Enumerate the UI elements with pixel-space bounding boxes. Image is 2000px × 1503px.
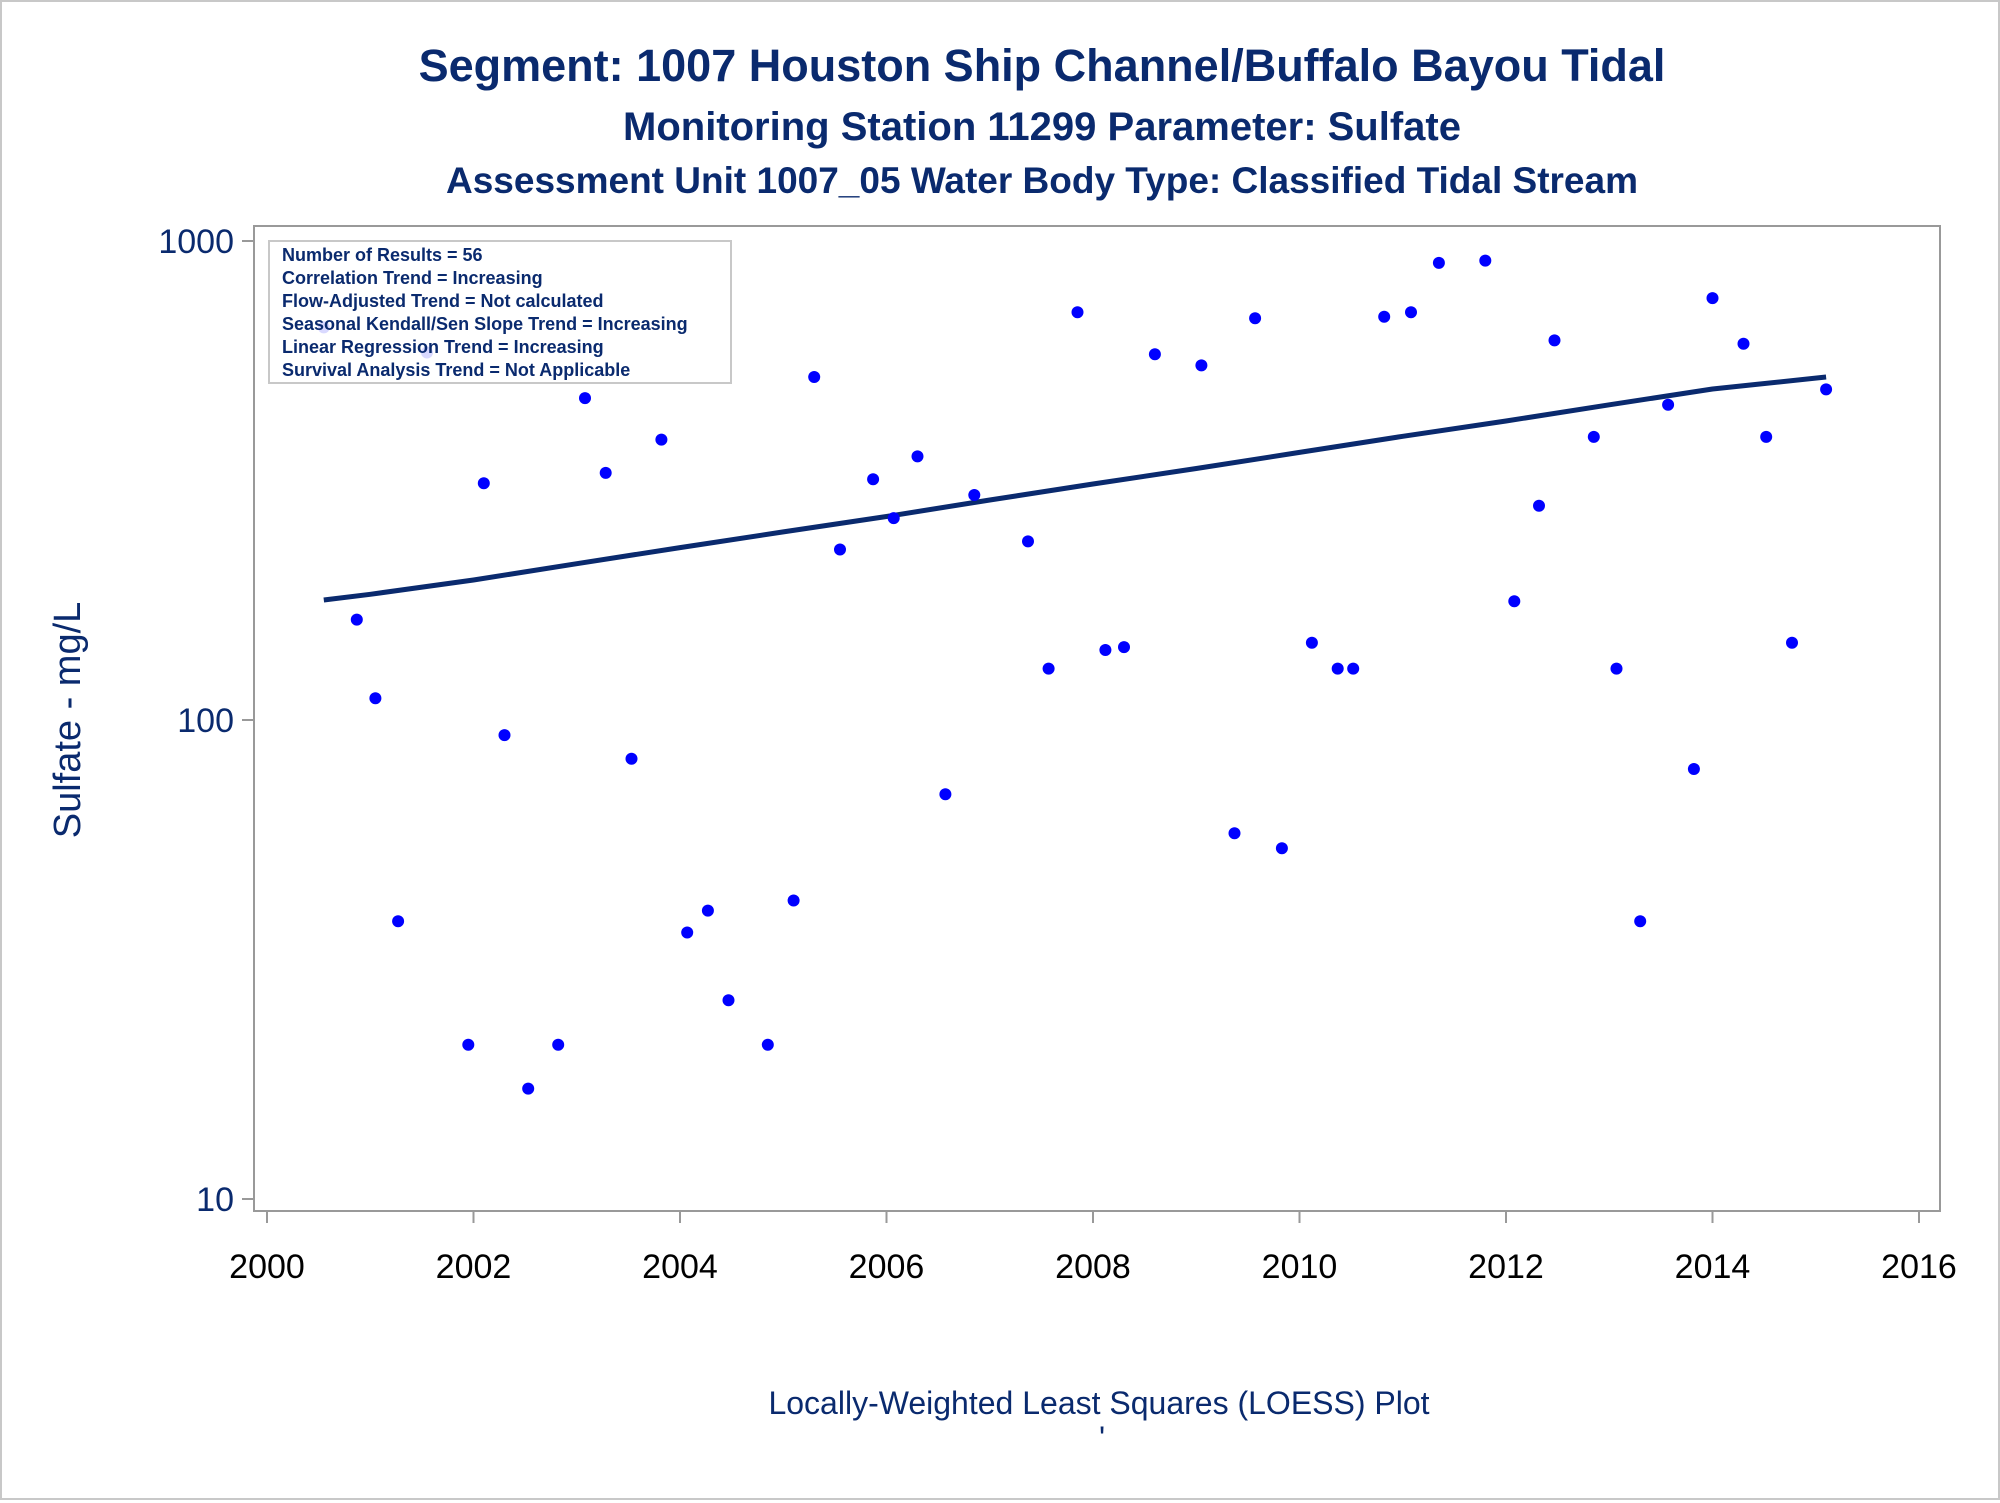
legend-box: Number of Results = 56 Correlation Trend…	[268, 240, 732, 384]
data-point	[787, 894, 800, 907]
data-point	[1022, 535, 1034, 548]
data-point	[867, 473, 880, 486]
data-point	[552, 1038, 565, 1051]
x-tick-label: 2004	[642, 1248, 718, 1286]
data-point	[1118, 641, 1130, 654]
data-point	[1432, 256, 1445, 269]
data-point	[887, 512, 900, 525]
x-tick-label: 2006	[849, 1248, 925, 1286]
data-point	[834, 543, 846, 556]
data-point	[369, 692, 382, 705]
x-tick-label: 2000	[229, 1248, 305, 1286]
data-point	[722, 994, 735, 1007]
chart-subtitle-station: Monitoring Station 11299 Parameter: Sulf…	[623, 105, 1461, 149]
data-point	[1228, 827, 1241, 840]
info-line-seasonal-kendall: Seasonal Kendall/Sen Slope Trend = Incre…	[282, 314, 688, 334]
chart-subtitle-assessment: Assessment Unit 1007_05 Water Body Type:…	[446, 160, 1638, 201]
x-tick-label: 2010	[1262, 1248, 1338, 1286]
data-point	[1305, 636, 1318, 649]
data-point	[522, 1082, 535, 1095]
data-point	[599, 466, 612, 479]
y-tick-label: 100	[177, 702, 234, 740]
data-point	[655, 433, 668, 446]
data-point	[1786, 636, 1798, 649]
x-axis: 2000 2002 2004 2006 2008 2010 2012 2014 2016	[229, 1211, 1957, 1286]
data-point	[1148, 348, 1161, 361]
data-point	[1071, 306, 1084, 319]
data-point	[681, 926, 694, 939]
info-line-flow-adjusted: Flow-Adjusted Trend = Not calculated	[282, 291, 604, 311]
info-line-survival: Survival Analysis Trend = Not Applicable	[282, 360, 630, 380]
trend-layer	[323, 374, 1827, 603]
data-point	[477, 477, 490, 490]
data-point	[1533, 499, 1545, 512]
data-point	[968, 489, 981, 501]
data-point	[1706, 292, 1719, 305]
data-point	[1347, 662, 1360, 675]
y-tick-label: 10	[196, 1181, 234, 1219]
data-point	[1662, 398, 1675, 411]
data-point	[392, 915, 405, 928]
data-point	[1760, 430, 1773, 443]
data-point	[939, 788, 952, 801]
data-point	[498, 729, 511, 742]
data-point	[1820, 383, 1833, 396]
data-point	[1508, 595, 1521, 608]
y-axis: 10 100 1000	[158, 223, 254, 1219]
x-tick-label: 2014	[1675, 1248, 1751, 1286]
data-point	[1405, 306, 1417, 319]
footer-caption: Locally-Weighted Least Squares (LOESS) P…	[768, 1385, 1429, 1421]
data-point	[1099, 644, 1112, 656]
data-point	[1610, 662, 1623, 675]
data-point	[1548, 334, 1561, 347]
info-line-results: Number of Results = 56	[282, 245, 483, 265]
data-point	[1737, 337, 1750, 350]
plot-area	[253, 225, 1941, 1212]
loess-trend-line	[323, 374, 1827, 603]
footer-mark: '	[1099, 1420, 1105, 1456]
data-point	[462, 1038, 475, 1051]
chart-title: Segment: 1007 Houston Ship Channel/Buffa…	[419, 40, 1666, 91]
data-point	[1634, 915, 1647, 928]
data-point	[1587, 430, 1600, 443]
y-tick-label: 1000	[158, 223, 234, 261]
y-axis-label: Sulfate - mg/L	[47, 602, 89, 839]
data-point	[1687, 763, 1700, 775]
x-tick-label: 2016	[1881, 1248, 1957, 1286]
data-point	[1249, 312, 1262, 325]
legend-box-frame	[268, 240, 732, 384]
info-line-linear-regression: Linear Regression Trend = Increasing	[282, 337, 604, 357]
data-point	[911, 450, 924, 463]
data-point	[350, 613, 363, 626]
data-point	[1479, 254, 1492, 267]
data-point	[808, 371, 821, 383]
data-point	[1275, 842, 1288, 855]
info-line-correlation: Correlation Trend = Increasing	[282, 268, 543, 288]
x-tick-label: 2012	[1468, 1248, 1544, 1286]
data-point	[1331, 662, 1344, 675]
data-point	[761, 1038, 774, 1051]
data-point	[579, 392, 591, 405]
data-point	[1378, 310, 1391, 323]
x-tick-label: 2008	[1055, 1248, 1131, 1286]
data-point	[1042, 662, 1055, 675]
data-point	[701, 904, 714, 917]
x-tick-label: 2002	[436, 1248, 512, 1286]
points-layer	[317, 254, 1833, 1095]
data-point	[1195, 359, 1208, 372]
data-point	[625, 752, 638, 765]
